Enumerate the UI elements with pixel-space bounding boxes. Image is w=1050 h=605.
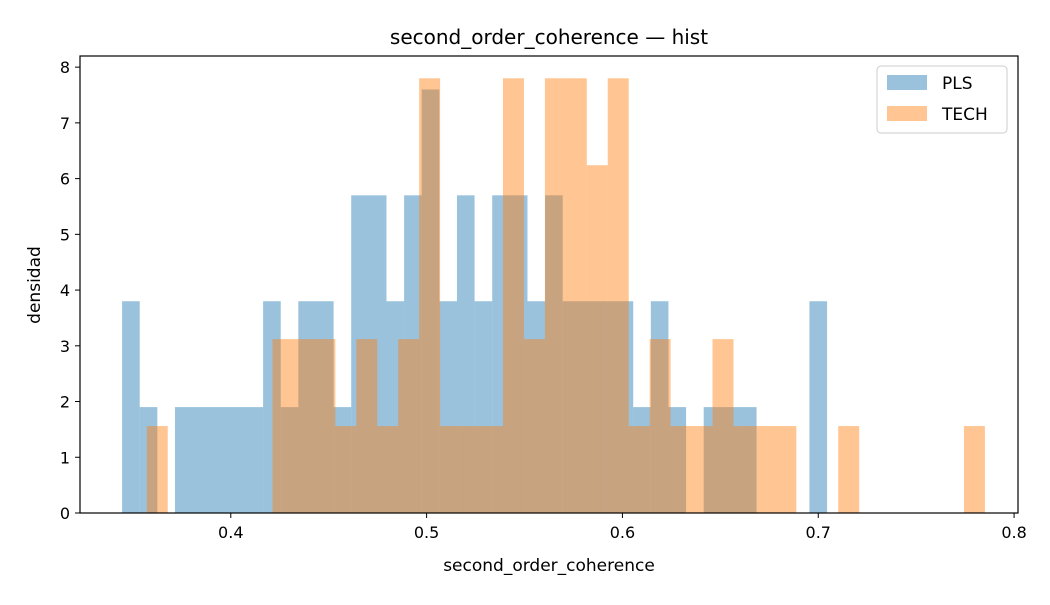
histogram-bar: [272, 339, 315, 513]
x-axis-ticks: 0.4 0.5 0.6 0.7 0.8: [218, 513, 1027, 542]
y-axis-ticks: 0 1 2 3 4 5 6 7 8: [60, 58, 80, 523]
histogram-bar: [298, 301, 334, 513]
histogram-bar: [754, 426, 797, 513]
series-tech-bars: [146, 78, 985, 514]
y-tick-label: 7: [60, 114, 70, 133]
histogram-bar: [703, 407, 739, 513]
y-tick-label: 5: [60, 225, 70, 244]
y-tick-label: 6: [60, 170, 70, 189]
histogram-bar: [146, 426, 168, 513]
y-tick-label: 0: [60, 504, 70, 523]
x-axis-label: second_order_coherence: [443, 556, 655, 576]
plot-frame: [79, 55, 1019, 514]
series-pls-bars: [122, 89, 828, 513]
histogram-bar: [963, 426, 985, 513]
histogram-bar: [586, 165, 608, 514]
histogram-bar: [562, 301, 634, 513]
histogram-bar: [565, 78, 587, 513]
histogram-bar: [544, 78, 566, 513]
histogram-bar: [174, 407, 264, 513]
histogram-bar: [607, 78, 629, 513]
histogram-bar: [335, 426, 357, 513]
histogram-bar: [668, 407, 687, 513]
histogram-bar: [670, 426, 692, 513]
histogram-bar: [502, 78, 524, 513]
x-tick-label: 0.6: [610, 523, 635, 542]
histogram-bar: [649, 339, 671, 513]
histogram-bar: [527, 301, 546, 513]
histogram-bar: [404, 195, 422, 513]
histogram-bar: [419, 78, 441, 513]
y-axis-label: densidad: [25, 246, 45, 324]
histogram-bar: [492, 195, 528, 513]
histogram-bar: [461, 426, 483, 513]
histogram-bar: [333, 407, 352, 513]
histogram-bar: [838, 426, 860, 513]
histogram-bar: [421, 89, 440, 513]
histogram-bar: [351, 195, 387, 513]
legend: PLS TECH: [876, 65, 1008, 134]
histogram-bar: [386, 301, 405, 513]
x-tick-label: 0.5: [414, 523, 439, 542]
x-tick-label: 0.7: [806, 523, 831, 542]
histogram-bar: [628, 426, 650, 513]
histogram-bar: [314, 339, 336, 513]
legend-label-pls: PLS: [942, 74, 973, 94]
histogram-bar: [474, 301, 493, 513]
legend-frame: [876, 65, 1008, 134]
histogram-bar: [280, 407, 299, 513]
x-tick-label: 0.4: [218, 523, 243, 542]
histogram-bar: [809, 301, 828, 513]
histogram-bar: [122, 301, 140, 513]
histogram-bar: [398, 339, 420, 513]
histogram-bar: [377, 426, 399, 513]
histogram-bar: [733, 426, 755, 513]
bars-layer: [122, 78, 985, 514]
y-tick-label: 4: [60, 281, 70, 300]
legend-swatch-tech: [887, 106, 927, 121]
y-tick-label: 8: [60, 58, 70, 77]
histogram-bar: [523, 339, 545, 513]
x-tick-label: 0.8: [1001, 523, 1026, 542]
y-tick-label: 3: [60, 337, 70, 356]
y-tick-label: 2: [60, 393, 70, 412]
histogram-bar: [440, 426, 462, 513]
histogram-bar: [738, 407, 757, 513]
y-tick-label: 1: [60, 448, 70, 467]
histogram-bar: [482, 426, 503, 513]
histogram-bar: [712, 339, 734, 513]
histogram-bar: [456, 195, 475, 513]
histogram-bar: [139, 407, 158, 513]
histogram-bar: [263, 301, 281, 513]
legend-swatch-pls: [887, 75, 927, 90]
histogram-bar: [356, 339, 378, 513]
histogram-bar: [545, 195, 563, 513]
histogram-bar: [633, 407, 651, 513]
legend-label-tech: TECH: [941, 105, 988, 125]
histogram-bar: [439, 301, 457, 513]
chart-title: second_order_coherence — hist: [390, 25, 708, 49]
histogram-bar: [650, 301, 669, 513]
histogram-bar: [691, 426, 713, 513]
